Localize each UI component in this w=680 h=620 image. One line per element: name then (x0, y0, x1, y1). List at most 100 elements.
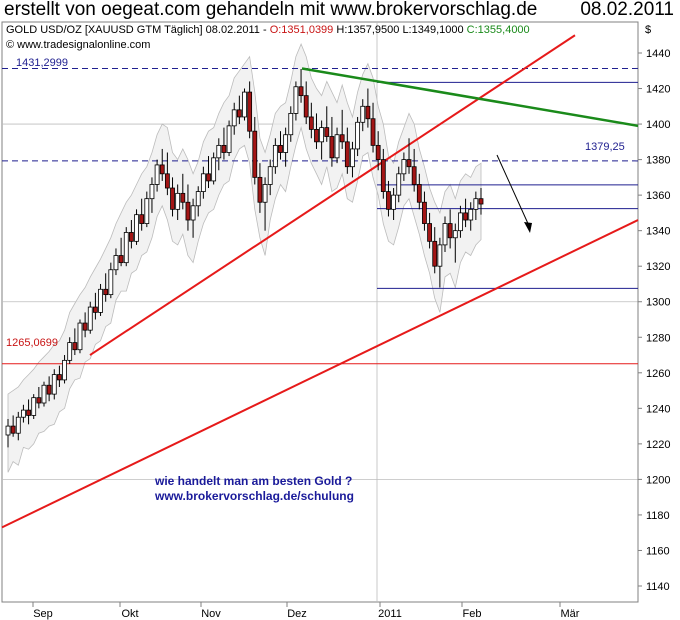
candle-body (87, 306, 93, 331)
y-tick-label: 1300 (646, 297, 670, 309)
support-trendline-upper (89, 34, 576, 356)
downtrend-line (301, 67, 639, 128)
candle-body (236, 109, 242, 118)
candle-body (458, 212, 463, 232)
candle-body (463, 212, 468, 221)
candle-body (432, 240, 438, 267)
x-tick-label: Okt (121, 608, 138, 620)
candle-body (170, 187, 175, 210)
candle-body (5, 425, 11, 436)
x-tick-label: Mär (561, 608, 580, 620)
candle-body (308, 116, 314, 130)
page-title: erstellt von oegeat.com gehandeln mit ww… (4, 0, 538, 20)
candle-body (46, 384, 52, 395)
header-date: 08.02.2011 (580, 0, 674, 20)
candle-body (195, 191, 201, 207)
candle-body (31, 397, 37, 416)
candle-body (416, 184, 422, 203)
candle-body (77, 322, 83, 351)
candle-body (123, 232, 129, 264)
candle-body (57, 374, 62, 381)
close-value: C:1355,4000 (467, 24, 530, 36)
candle-body (314, 128, 319, 143)
candle-body (437, 244, 443, 267)
y-tick-label: 1180 (646, 510, 670, 522)
y-tick-label: 1360 (646, 190, 670, 202)
candle-body (51, 374, 57, 395)
y-tick-label: 1440 (646, 48, 670, 60)
candle-body (159, 164, 165, 175)
candle-body (365, 105, 371, 120)
candle-body (62, 359, 67, 381)
candle-body (473, 198, 479, 210)
candle-body (278, 144, 283, 153)
candle-body (319, 127, 325, 143)
candle-body (211, 157, 217, 182)
y-tick-label: 1240 (646, 403, 670, 415)
candle-body (10, 425, 16, 434)
candle-body (442, 223, 448, 246)
candle-body (190, 205, 196, 221)
x-tick-label: 2011 (378, 608, 402, 620)
candle-body (422, 201, 427, 224)
candle-body (108, 269, 114, 296)
candle-body (298, 86, 304, 97)
candle-body (252, 130, 258, 178)
candle-body (15, 416, 21, 434)
candle-body (139, 214, 145, 224)
note-line-2: www.brokervorschlag.de/schulung (154, 489, 354, 503)
candle-body (452, 230, 458, 239)
candle-body (334, 134, 340, 159)
candle-body (103, 288, 109, 296)
candle-body (478, 198, 484, 205)
candle-body (128, 232, 134, 242)
candle-body (288, 113, 294, 136)
y-axis: 1140 1160 1180 1200 1220 1240 1260 1280 1300 1320… (637, 22, 670, 602)
candle-body (355, 121, 361, 150)
candle-body (185, 201, 191, 221)
candle-body (272, 144, 278, 168)
symbol-info: GOLD USD/OZ [XAUUSD GTM Täglich] 08.02.2… (6, 24, 267, 36)
candles (5, 68, 484, 448)
candle-body (41, 384, 47, 404)
candle-body (386, 191, 391, 210)
support-trendline-lower (1, 219, 639, 529)
candle-body (200, 173, 206, 192)
candle-body (257, 176, 263, 203)
candle-body (380, 159, 386, 192)
candle-body (375, 144, 381, 161)
y-tick-label: 1160 (646, 545, 670, 557)
candle-body (267, 166, 273, 185)
note-line-1: wie handelt man am besten Gold ? (154, 474, 352, 488)
y-tick-label: 1420 (646, 84, 670, 96)
resistance-label: 1379,25 (585, 141, 625, 153)
y-tick-label: 1220 (646, 439, 670, 451)
candle-body (324, 127, 330, 137)
candle-body (36, 397, 42, 404)
low-level-label: 1265,0699 (6, 337, 58, 349)
candle-body (164, 173, 170, 189)
candle-body (468, 208, 474, 221)
candle-body (98, 288, 103, 313)
y-tick-label: 1140 (646, 581, 670, 593)
arrow-down-icon (496, 154, 532, 233)
y-tick-label: 1320 (646, 261, 670, 273)
volatility-band (7, 43, 482, 473)
candle-body (283, 134, 289, 153)
open-value: O:1351,0399 (270, 24, 334, 36)
candle-body (118, 255, 124, 264)
candle-body (72, 342, 78, 351)
y-tick-label: 1400 (646, 119, 670, 131)
y-tick-label: 1280 (646, 332, 670, 344)
candle-body (411, 166, 417, 185)
candle-body (242, 91, 247, 118)
y-tick-label: 1200 (646, 474, 670, 486)
candle-body (396, 173, 402, 196)
candle-body (303, 95, 309, 118)
x-tick-label: Feb (463, 608, 482, 620)
candle-body (247, 91, 253, 132)
x-axis: Sep Okt Nov Dez 2011 Feb Mär (32, 602, 580, 620)
candle-body (154, 164, 160, 185)
candle-body (93, 306, 98, 313)
